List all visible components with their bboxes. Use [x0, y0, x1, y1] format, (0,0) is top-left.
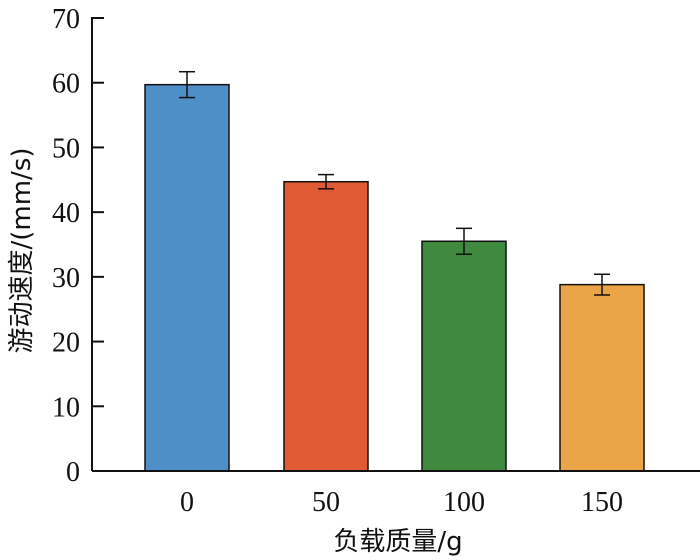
y-axis-ticks: 0 10 20 30 40 50 60 70 [52, 4, 104, 488]
x-tick-label-0: 0 [180, 487, 194, 518]
x-tick-label-150: 150 [581, 487, 623, 518]
y-tick-label-10: 10 [52, 392, 80, 423]
y-tick-label-70: 70 [52, 4, 80, 35]
error-bar-100 [456, 227, 472, 255]
bar-150 [559, 283, 645, 472]
y-tick-label-20: 20 [52, 328, 80, 359]
y-tick-label-0: 0 [66, 457, 80, 488]
y-tick-label-30: 30 [52, 263, 80, 294]
bars [144, 83, 645, 472]
x-tick-label-50: 50 [312, 487, 340, 518]
bar-0 [144, 83, 230, 472]
x-axis-title: 负载质量/g [333, 527, 462, 557]
x-tick-label-100: 100 [443, 487, 485, 518]
error-bars [179, 70, 610, 296]
error-bar-50 [318, 173, 334, 190]
y-tick-label-40: 40 [52, 198, 80, 229]
bar-50 [283, 180, 369, 472]
x-axis-ticks: 0 50 100 150 [180, 487, 623, 518]
error-bar-0 [179, 70, 195, 99]
error-bar-150 [594, 273, 610, 296]
y-axis-title: 游动速度/(mm/s) [7, 147, 37, 353]
y-tick-label-60: 60 [52, 69, 80, 100]
bar-100 [421, 240, 507, 472]
y-tick-label-50: 50 [52, 133, 80, 164]
